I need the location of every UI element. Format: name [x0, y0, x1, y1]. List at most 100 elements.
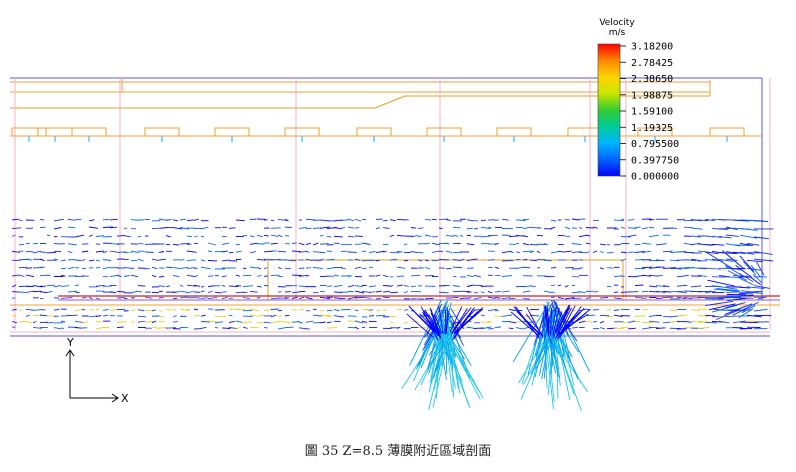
velocity-vector: [725, 291, 740, 293]
velocity-vector: [627, 227, 637, 229]
velocity-vector: [431, 242, 441, 246]
velocity-vector: [270, 234, 279, 237]
velocity-vector: [172, 328, 181, 330]
velocity-vector: [712, 285, 738, 290]
velocity-vector: [438, 227, 443, 230]
velocity-vector: [722, 250, 744, 269]
velocity-vector: [95, 235, 104, 237]
legend-tick-label: 0.000000: [631, 172, 679, 183]
velocity-vector: [172, 308, 177, 312]
velocity-vector: [179, 243, 190, 245]
diffuser-box: [144, 127, 180, 137]
velocity-vector: [487, 296, 496, 299]
velocity-vector: [347, 296, 357, 300]
velocity-vector: [270, 314, 277, 318]
velocity-vector: [158, 315, 164, 318]
velocity-vector: [375, 274, 381, 277]
velocity-vector: [305, 297, 313, 300]
velocity-vector: [340, 243, 349, 246]
velocity-vector: [263, 326, 268, 329]
velocity-vector: [291, 242, 297, 244]
velocity-vector: [53, 284, 61, 288]
velocity-vector: [599, 314, 610, 317]
velocity-vector: [704, 267, 721, 270]
velocity-vector: [613, 327, 624, 330]
velocity-vector: [186, 250, 197, 253]
velocity-vector: [186, 274, 195, 277]
velocity-vector: [501, 218, 509, 221]
velocity-vector: [704, 218, 715, 222]
velocity-vector: [88, 259, 95, 262]
diffuser-box: [214, 127, 250, 137]
velocity-vector: [420, 306, 439, 341]
diffuser-box: [71, 127, 107, 137]
velocity-vector: [655, 285, 666, 288]
velocity-vector: [738, 272, 754, 283]
velocity-vector: [599, 297, 609, 299]
velocity-vector: [554, 319, 566, 357]
velocity-vector: [676, 266, 690, 269]
velocity-vector: [186, 267, 196, 269]
velocity-vector: [123, 274, 130, 277]
velocity-vector: [406, 313, 434, 338]
velocity-vector: [613, 291, 619, 293]
velocity-vector: [438, 250, 443, 253]
velocity-vector: [165, 218, 172, 221]
velocity-vector: [613, 314, 623, 317]
velocity-vector: [11, 320, 18, 324]
velocity-vector: [449, 306, 463, 333]
velocity-vector: [151, 326, 160, 329]
velocity-vector: [88, 219, 95, 222]
velocity-vector: [25, 290, 35, 293]
velocity-vector: [172, 291, 180, 294]
velocity-vector: [431, 250, 440, 253]
velocity-vector: [753, 220, 769, 222]
velocity-vector: [354, 309, 359, 312]
velocity-vector: [60, 285, 70, 287]
velocity-vector: [319, 296, 330, 299]
velocity-vector: [32, 309, 41, 311]
velocity-vector: [522, 290, 531, 293]
velocity-vector: [732, 251, 746, 254]
velocity-vector: [193, 296, 201, 299]
velocity-vector: [165, 285, 171, 288]
velocity-vector: [555, 332, 571, 401]
velocity-vector: [697, 219, 709, 222]
velocity-vector: [459, 297, 468, 300]
velocity-vector: [445, 267, 452, 270]
velocity-vector: [319, 226, 330, 229]
velocity-vector: [284, 314, 290, 317]
velocity-vector: [18, 274, 25, 277]
velocity-vector: [578, 227, 583, 229]
velocity-vector: [151, 320, 157, 324]
velocity-vector: [452, 266, 463, 269]
velocity-vector: [718, 235, 732, 239]
velocity-vector: [683, 259, 696, 262]
velocity-vector: [172, 243, 180, 246]
velocity-vector: [158, 218, 168, 221]
velocity-vector: [543, 259, 552, 262]
velocity-vector: [690, 227, 703, 230]
velocity-vector: [221, 275, 227, 278]
velocity-vector: [263, 267, 268, 270]
velocity-vector: [732, 244, 751, 246]
velocity-vector: [396, 234, 404, 237]
velocity-vector: [67, 296, 73, 299]
velocity-vector: [552, 300, 568, 324]
velocity-vector: [207, 285, 216, 287]
velocity-vector: [144, 321, 154, 323]
velocity-vector: [200, 266, 211, 270]
velocity-vector: [655, 243, 667, 246]
velocity-vector: [228, 326, 238, 330]
velocity-vector: [158, 258, 167, 261]
velocity-vector: [564, 226, 571, 230]
velocity-vector: [662, 296, 673, 299]
diffuser-box: [496, 127, 532, 137]
velocity-vector: [11, 250, 21, 253]
legend-colorbar: [597, 43, 621, 177]
velocity-vector: [536, 266, 541, 269]
velocity-vector: [228, 227, 236, 229]
velocity-vector: [753, 308, 768, 312]
velocity-vector: [270, 227, 281, 229]
velocity-vector: [585, 297, 591, 300]
